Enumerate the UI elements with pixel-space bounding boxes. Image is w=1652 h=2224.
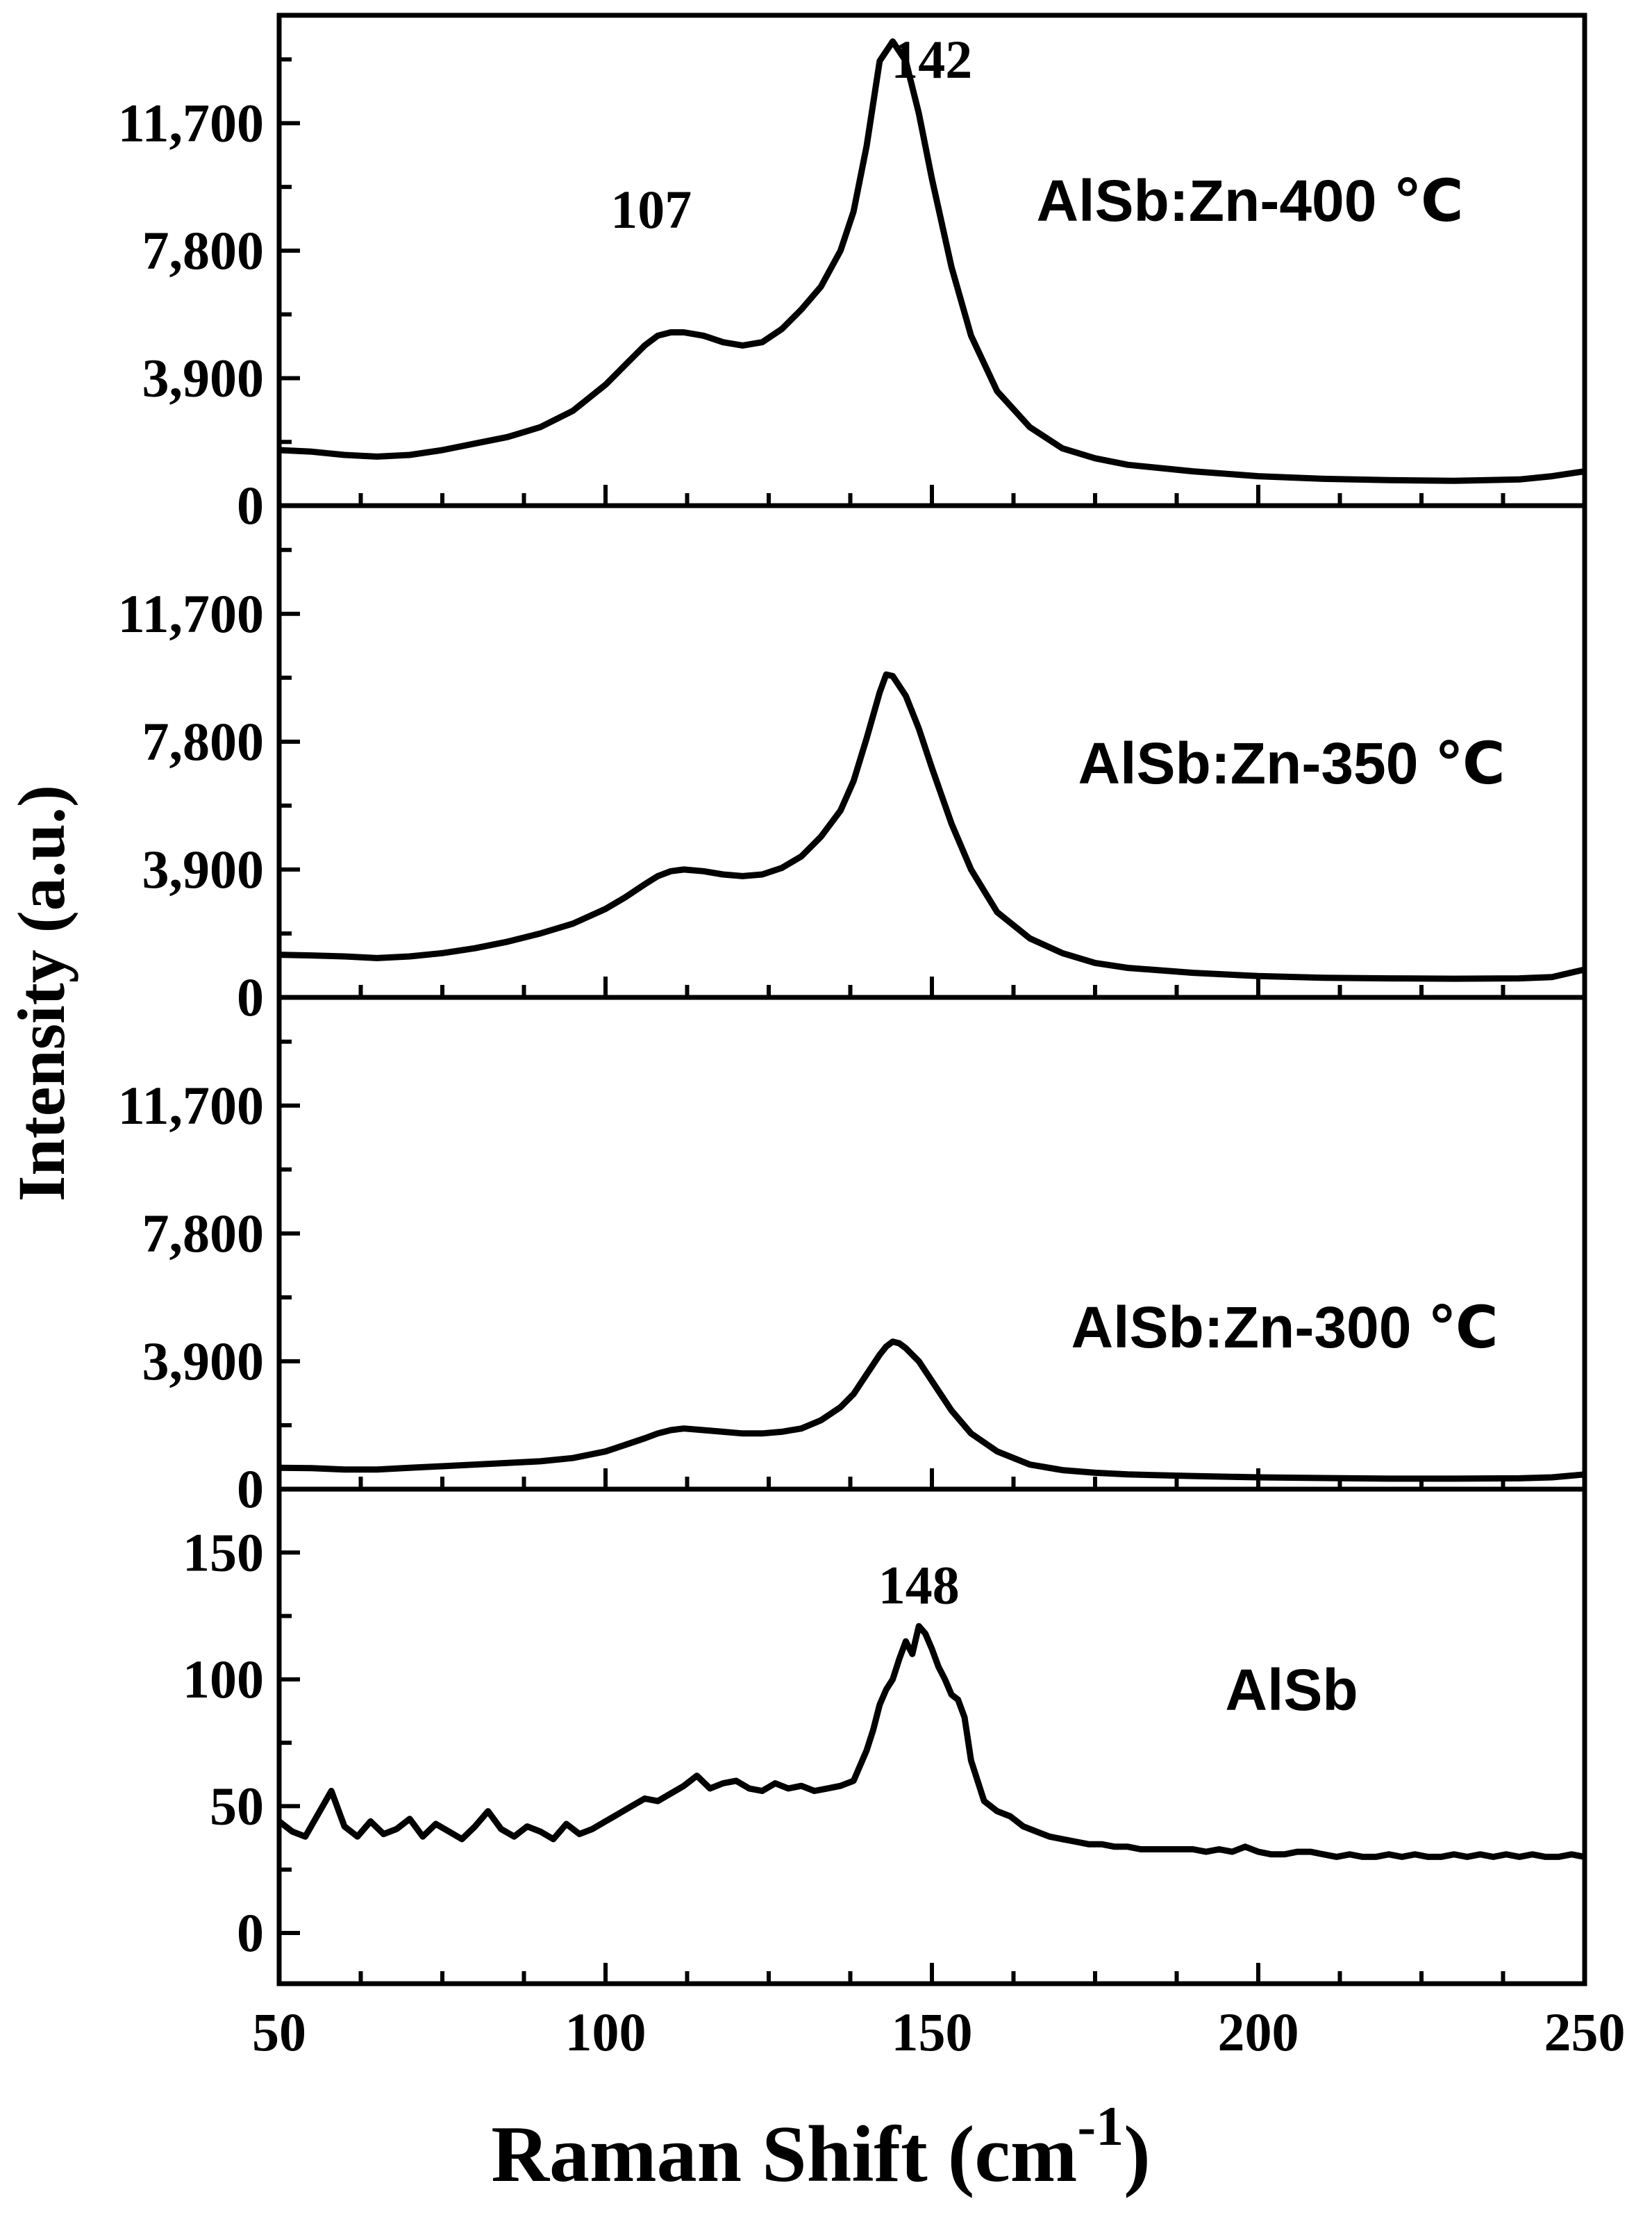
sample-label: AlSb:Zn-350 ℃: [1078, 731, 1505, 796]
panel-1: 0 3,900 7,800 11,700 AlSb:Zn-400 ℃ 107 142: [118, 13, 1587, 536]
x-axis-title-suffix: ): [1124, 2110, 1151, 2199]
y-tick-label: 0: [237, 967, 264, 1027]
x-axis-title: Raman Shift (cm-1): [491, 2096, 1150, 2199]
x-tick-label: 50: [252, 2002, 306, 2062]
spectrum-line: [278, 38, 1585, 484]
y-tick-label: 0: [237, 1902, 264, 1963]
y-tick-label: 7,800: [142, 220, 265, 281]
y-tick-label: 7,800: [142, 711, 265, 772]
x-axis-title-main: Raman Shift (cm: [491, 2110, 1077, 2199]
y-tick-label: 3,900: [142, 839, 265, 899]
x-tick-label: 150: [892, 2002, 973, 2062]
x-axis: 50 100 150 200 250: [252, 2002, 1626, 2062]
y-tick-label: 100: [183, 1649, 264, 1709]
x-tick-label: 250: [1544, 2002, 1626, 2062]
x-tick-label: 200: [1218, 2002, 1299, 2062]
sample-label: AlSb: [1225, 1657, 1358, 1723]
y-tick-label: 11,700: [118, 1075, 264, 1136]
y-tick-label: 7,800: [142, 1203, 265, 1263]
y-tick-label: 50: [210, 1775, 264, 1836]
y-tick-label: 0: [237, 475, 264, 536]
y-axis-title: Intensity (a.u.): [4, 785, 78, 1202]
peak-label: 142: [891, 29, 972, 90]
y-tick-label: 3,900: [142, 1331, 265, 1391]
panels-layer: 0 3,900 7,800 11,700 AlSb:Zn-400 ℃ 107 142 0 3,9…: [118, 13, 1587, 1986]
y-tick-label: 11,700: [118, 583, 264, 644]
panel-frame: [276, 995, 1587, 1492]
sample-label: AlSb:Zn-400 ℃: [1036, 168, 1463, 233]
panel-3: 0 3,900 7,800 11,700 AlSb:Zn-300 ℃: [118, 995, 1587, 1519]
spectrum-line: [278, 1338, 1585, 1482]
y-tick-label: 11,700: [118, 92, 264, 153]
sample-label: AlSb:Zn-300 ℃: [1071, 1295, 1498, 1360]
y-tick-label: 150: [183, 1522, 264, 1582]
peak-label: 148: [878, 1554, 960, 1615]
y-tick-label: 0: [237, 1459, 264, 1519]
x-tick-label: 100: [565, 2002, 646, 2062]
spectrum-line: [277, 1623, 1585, 1860]
panel-4: 0 50 100 150 AlSb 148: [183, 1486, 1587, 1986]
y-tick-label: 3,900: [142, 347, 265, 408]
spectrum-line: [278, 671, 1586, 982]
panel-2: 0 3,900 7,800 11,700 AlSb:Zn-350 ℃: [118, 503, 1587, 1027]
peak-label: 107: [610, 179, 692, 240]
x-axis-title-superscript: -1: [1077, 2096, 1124, 2157]
